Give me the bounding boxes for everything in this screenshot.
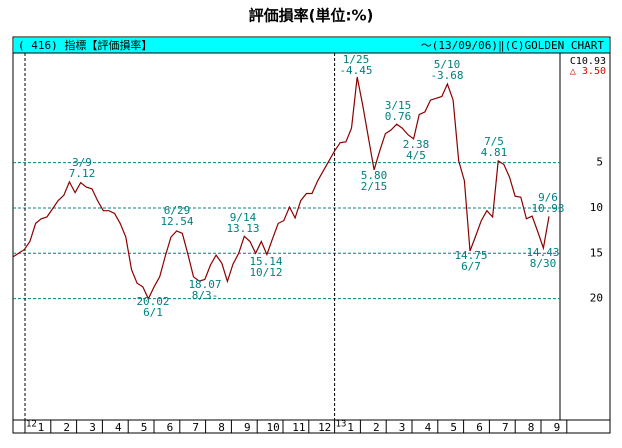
line [12,76,550,301]
annotation: 8/30 [530,257,557,270]
x-tick-label: 9 [244,421,251,434]
x-tick-label: 6 [167,421,174,434]
annotation: 3/9 [72,156,92,169]
annotation: 15.14 [249,255,282,268]
x-tick-label: 5 [450,421,457,434]
annotation: 10.93 [531,202,564,215]
x-tick-label: 1 [347,421,354,434]
x-tick-label: 4 [425,421,432,434]
annotation: 12.54 [160,215,193,228]
year-label: 13 [336,420,347,430]
x-tick-label: 7 [502,421,509,434]
y-tick-label: 5 [596,156,603,169]
x-tick-label: 9 [554,421,561,434]
annotation: 1/25 [343,53,370,66]
x-tick-label: 8 [218,421,225,434]
annotation: -3.68 [430,69,463,82]
x-tick-label: 7 [192,421,199,434]
x-tick-label: 2 [373,421,380,434]
annotation: 0.76 [385,110,412,123]
annotation: 5.80 [361,169,388,182]
annotation: 6/29 [164,204,191,217]
x-tick-label: 10 [266,421,279,434]
y-tick-label: 20 [590,292,603,305]
annotation: 3/15 [385,99,412,112]
chart-title: 評価損率(単位:%) [249,7,374,25]
annotation: 18.07 [188,278,221,291]
annotation: 14.75 [454,249,487,262]
annotation: 7.12 [69,167,96,180]
y-tick-label: 15 [590,246,603,259]
annotation: -4.45 [339,64,372,77]
annotation: 5/10 [434,58,461,71]
annotation: 14.43 [526,246,559,259]
last-value: C10.93 [570,56,606,67]
x-tick-label: 12 [318,421,331,434]
x-tick-label: 11 [292,421,305,434]
x-tick-label: 5 [141,421,148,434]
annotation: 20.02 [136,295,169,308]
annotation: 4/5 [406,149,426,162]
year-label: 12 [26,420,37,430]
annotation: 6/1 [143,306,163,319]
x-tick-label: 1 [38,421,45,434]
annotation: 4.81 [481,146,508,159]
x-tick-label: 3 [399,421,406,434]
y-tick-label: 10 [590,201,603,214]
annotation: 2/15 [361,180,388,193]
header-left: ( 416) 指標【評価損率】 [18,38,152,52]
x-tick-label: 4 [115,421,122,434]
annotation: 9/14 [230,211,257,224]
x-tick-label: 2 [63,421,70,434]
annotation: 7/5 [484,135,504,148]
annotation: 9/6 [538,191,558,204]
header-bar [14,38,609,53]
annotation: 6/7 [461,260,481,273]
annotation: 8/3- [192,289,219,302]
frame [12,36,611,434]
x-tick-label: 8 [528,421,535,434]
x-tick-label: 6 [476,421,483,434]
change: △ 3.50 [570,66,606,77]
annotation: 2.38 [403,138,430,151]
annotation: 13.13 [226,222,259,235]
x-tick-label: 3 [89,421,96,434]
annotation: 10/12 [249,266,282,279]
header-right: ～(13/09/06)‖(C)GOLDEN CHART [421,39,605,52]
